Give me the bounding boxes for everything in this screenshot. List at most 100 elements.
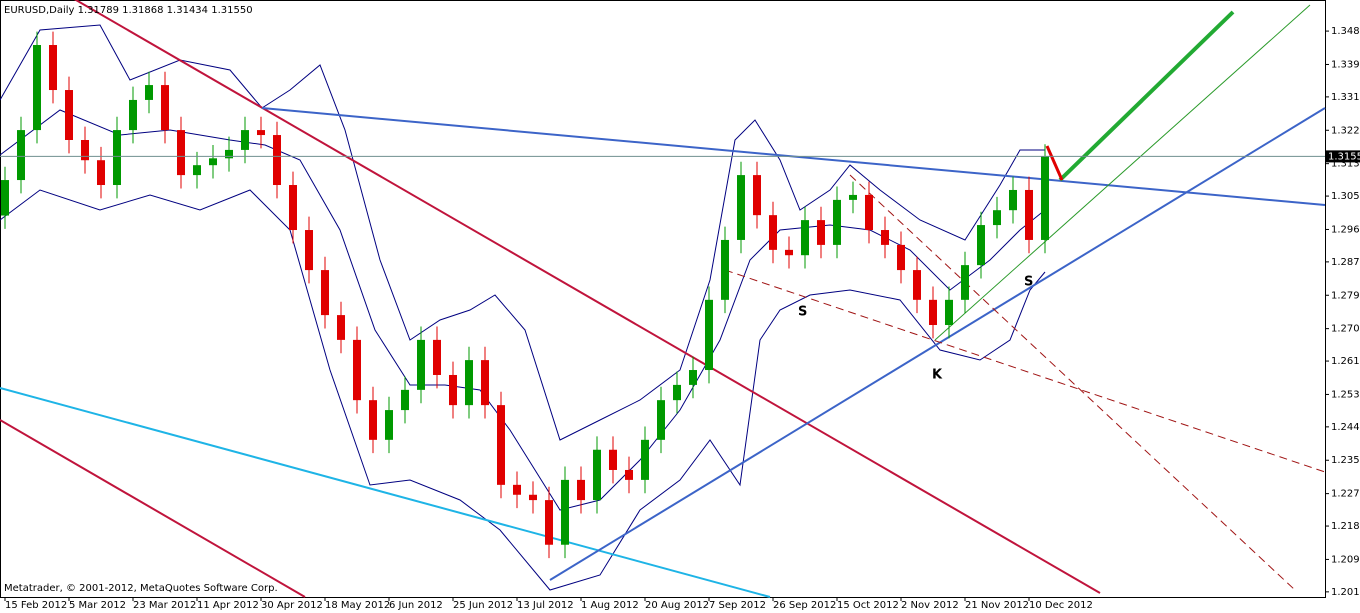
y-tick-label: 1.25310 — [1331, 389, 1360, 400]
y-tick-label: 1.20985 — [1331, 554, 1360, 565]
annotation: S — [798, 305, 807, 320]
y-tick-label: 1.28785 — [1331, 257, 1360, 268]
trend-line — [549, 107, 1326, 581]
candle-body — [17, 130, 25, 181]
candle-body — [97, 160, 105, 186]
candle-body — [49, 45, 57, 91]
candle-body — [913, 270, 921, 300]
x-tick-label: 10 Dec 2012 — [1029, 600, 1093, 611]
candle-body — [513, 484, 521, 495]
candle-body — [257, 130, 265, 136]
candle-body — [225, 149, 233, 159]
candle-body — [305, 230, 313, 271]
candle-body — [561, 479, 569, 545]
candle-body — [625, 469, 633, 480]
candle-body — [369, 400, 377, 440]
x-tick-label: 30 Apr 2012 — [261, 600, 323, 611]
trend-line — [0, 419, 306, 598]
candle-body — [897, 244, 905, 271]
candle-body — [417, 339, 425, 390]
candle-body — [1, 180, 9, 216]
annotation: S — [1024, 275, 1033, 290]
candle-body — [465, 360, 473, 406]
forecast-up — [1058, 10, 1235, 182]
plot-frame — [0, 0, 1326, 598]
candle-body — [81, 139, 89, 161]
candle-body — [785, 249, 793, 256]
candle-body — [177, 130, 185, 176]
forecast-down — [1045, 145, 1064, 181]
candle-body — [929, 299, 937, 326]
candle-body — [113, 130, 121, 186]
y-tick-label: 1.31360 — [1331, 159, 1360, 170]
x-tick-label: 15 Oct 2012 — [837, 600, 899, 611]
x-tick-label: 2 Nov 2012 — [901, 600, 959, 611]
annotation: K — [932, 368, 943, 383]
x-tick-label: 7 Sep 2012 — [709, 600, 766, 611]
footer: Metatrader, © 2001-2012, MetaQuotes Soft… — [4, 583, 278, 594]
candle-body — [33, 45, 41, 131]
y-tick-label: 1.20135 — [1331, 587, 1360, 598]
y-tick-label: 1.27035 — [1331, 324, 1360, 335]
candle-body — [193, 165, 201, 176]
candle-body — [497, 405, 505, 485]
candle-body — [385, 410, 393, 440]
candle-body — [449, 374, 457, 406]
candle-body — [721, 239, 729, 300]
x-tick-label: 20 Aug 2012 — [645, 600, 709, 611]
x-tick-label: 23 Mar 2012 — [133, 600, 196, 611]
candle-body — [1041, 156, 1049, 240]
candle-body — [337, 315, 345, 340]
x-tick-label: 15 Feb 2012 — [5, 600, 67, 611]
current-price-box — [1326, 150, 1360, 163]
trend-line — [73, 0, 1101, 594]
trend-line — [724, 269, 1326, 473]
chart-title: EURUSD,Daily 1.31789 1.31868 1.31434 1.3… — [4, 5, 253, 16]
candle-body — [705, 299, 713, 371]
candle-body — [577, 479, 585, 501]
candle-body — [689, 370, 697, 385]
candle-body — [593, 449, 601, 501]
candle-body — [865, 194, 873, 231]
x-tick-label: 21 Nov 2012 — [965, 600, 1029, 611]
candle-body — [657, 400, 665, 440]
candle-body — [849, 194, 857, 200]
candle-body — [641, 439, 649, 480]
candle-body — [833, 199, 841, 245]
candle-body — [145, 85, 153, 100]
candle-body — [481, 360, 489, 406]
candle-body — [817, 220, 825, 245]
candle-body — [609, 449, 617, 470]
candle-body — [881, 230, 889, 245]
candle-body — [209, 158, 217, 166]
candle-body — [401, 389, 409, 411]
x-tick-label: 5 Mar 2012 — [69, 600, 126, 611]
y-tick-label: 1.22710 — [1331, 489, 1360, 500]
candle-body — [801, 220, 809, 256]
y-tick-label: 1.21860 — [1331, 521, 1360, 532]
y-tick-label: 1.27910 — [1331, 290, 1360, 301]
candle-body — [753, 175, 761, 216]
x-tick-label: 6 Jun 2012 — [389, 600, 443, 611]
candles — [1, 31, 1049, 559]
x-tick-label: 1 Aug 2012 — [581, 600, 639, 611]
candle-body — [321, 270, 329, 316]
candle-body — [977, 225, 985, 266]
y-tick-label: 1.30510 — [1331, 191, 1360, 202]
x-tick-label: 13 Jul 2012 — [517, 600, 574, 611]
candle-body — [545, 500, 553, 545]
y-tick-label: 1.34835 — [1331, 26, 1360, 37]
y-tick-label: 1.29635 — [1331, 224, 1360, 235]
candle-body — [769, 215, 777, 250]
candle-body — [1009, 189, 1017, 211]
current-price-label: 1.31550 — [1328, 151, 1360, 162]
trend-line — [934, 4, 1311, 341]
y-tick-label: 1.33110 — [1331, 92, 1360, 103]
candle-body — [945, 299, 953, 326]
candle-body — [273, 135, 281, 186]
x-tick-label: 25 Jun 2012 — [453, 600, 513, 611]
candle-body — [1025, 189, 1033, 240]
y-tick-label: 1.24460 — [1331, 422, 1360, 433]
candle-body — [961, 265, 969, 300]
